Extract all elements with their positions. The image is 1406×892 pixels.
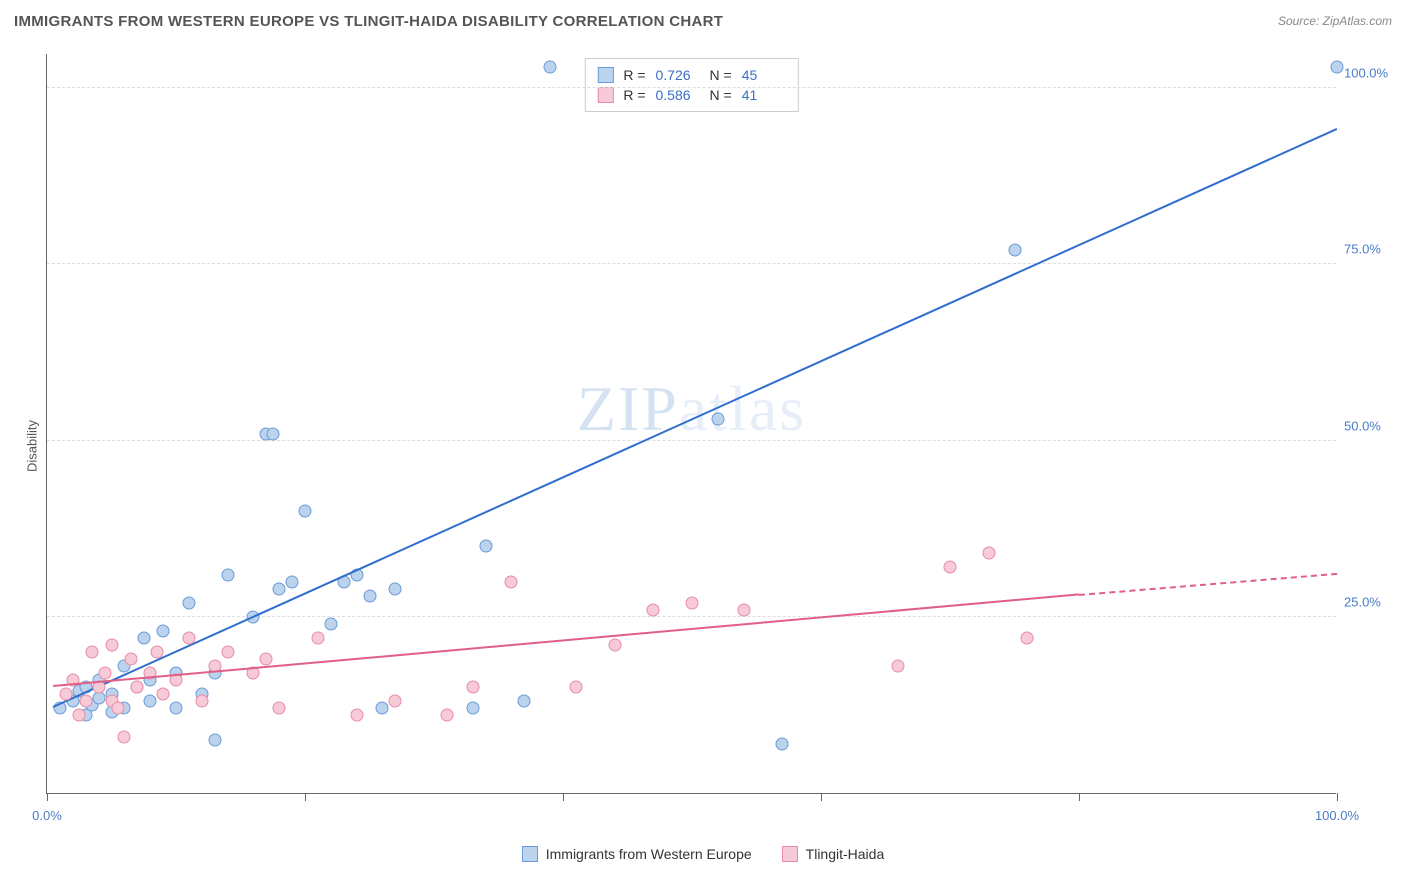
legend-swatch [597, 87, 613, 103]
data-point [350, 709, 363, 722]
plot-area: ZIPatlas R =0.726N =45R =0.586N =41 25.0… [46, 54, 1336, 794]
data-point [324, 617, 337, 630]
stats-row: R =0.726N =45 [597, 65, 785, 85]
data-point [208, 734, 221, 747]
data-point [440, 709, 453, 722]
x-tick-label: 0.0% [32, 808, 62, 823]
data-point [686, 596, 699, 609]
x-tick [563, 793, 564, 801]
data-point [376, 702, 389, 715]
legend-item: Tlingit-Haida [782, 846, 885, 862]
data-point [111, 702, 124, 715]
gridline [47, 263, 1336, 264]
data-point [86, 646, 99, 659]
y-tick-label: 100.0% [1344, 66, 1394, 81]
data-point [182, 596, 195, 609]
data-point [1021, 631, 1034, 644]
data-point [363, 589, 376, 602]
n-value: 41 [742, 87, 786, 103]
data-point [608, 639, 621, 652]
data-point [466, 702, 479, 715]
data-point [711, 413, 724, 426]
legend-swatch [522, 846, 538, 862]
data-point [266, 427, 279, 440]
data-point [892, 660, 905, 673]
data-point [389, 695, 402, 708]
data-point [1008, 244, 1021, 257]
data-point [157, 688, 170, 701]
legend-item: Immigrants from Western Europe [522, 846, 752, 862]
chart-title: IMMIGRANTS FROM WESTERN EUROPE VS TLINGI… [14, 13, 723, 30]
gridline [47, 440, 1336, 441]
data-point [195, 695, 208, 708]
data-point [60, 688, 73, 701]
data-point [647, 603, 660, 616]
data-point [99, 667, 112, 680]
data-point [389, 582, 402, 595]
data-point [944, 561, 957, 574]
legend-swatch [597, 67, 613, 83]
n-value: 45 [742, 67, 786, 83]
data-point [273, 582, 286, 595]
r-value: 0.586 [656, 87, 700, 103]
y-axis-label: Disability [25, 420, 40, 472]
gridline [47, 87, 1336, 88]
legend-label: Immigrants from Western Europe [546, 846, 752, 862]
data-point [157, 624, 170, 637]
data-point [737, 603, 750, 616]
data-point [479, 540, 492, 553]
chart-header: IMMIGRANTS FROM WESTERN EUROPE VS TLINGI… [0, 0, 1406, 42]
data-point [299, 505, 312, 518]
data-point [137, 631, 150, 644]
data-point [260, 653, 273, 666]
data-point [182, 631, 195, 644]
data-point [73, 709, 86, 722]
data-point [144, 695, 157, 708]
data-point [311, 631, 324, 644]
x-tick [1079, 793, 1080, 801]
trend-line-dashed [1079, 573, 1337, 596]
x-tick [305, 793, 306, 801]
data-point [273, 702, 286, 715]
legend-label: Tlingit-Haida [806, 846, 885, 862]
data-point [221, 568, 234, 581]
legend-swatch [782, 846, 798, 862]
data-point [79, 695, 92, 708]
data-point [982, 547, 995, 560]
source-label: Source: ZipAtlas.com [1278, 14, 1392, 28]
data-point [1331, 61, 1344, 74]
gridline [47, 616, 1336, 617]
data-point [118, 730, 131, 743]
x-tick [821, 793, 822, 801]
data-point [124, 653, 137, 666]
x-tick [47, 793, 48, 801]
y-tick-label: 75.0% [1344, 242, 1394, 257]
bottom-legend: Immigrants from Western Europe Tlingit-Ha… [0, 846, 1406, 862]
stats-box: R =0.726N =45R =0.586N =41 [584, 58, 798, 112]
trend-line [53, 129, 1337, 709]
data-point [150, 646, 163, 659]
data-point [221, 646, 234, 659]
y-tick-label: 25.0% [1344, 594, 1394, 609]
data-point [286, 575, 299, 588]
y-tick-label: 50.0% [1344, 418, 1394, 433]
data-point [466, 681, 479, 694]
data-point [569, 681, 582, 694]
data-point [544, 61, 557, 74]
x-tick [1337, 793, 1338, 801]
x-tick-label: 100.0% [1315, 808, 1359, 823]
r-value: 0.726 [656, 67, 700, 83]
data-point [131, 681, 144, 694]
data-point [505, 575, 518, 588]
data-point [105, 639, 118, 652]
data-point [776, 737, 789, 750]
data-point [518, 695, 531, 708]
data-point [170, 702, 183, 715]
